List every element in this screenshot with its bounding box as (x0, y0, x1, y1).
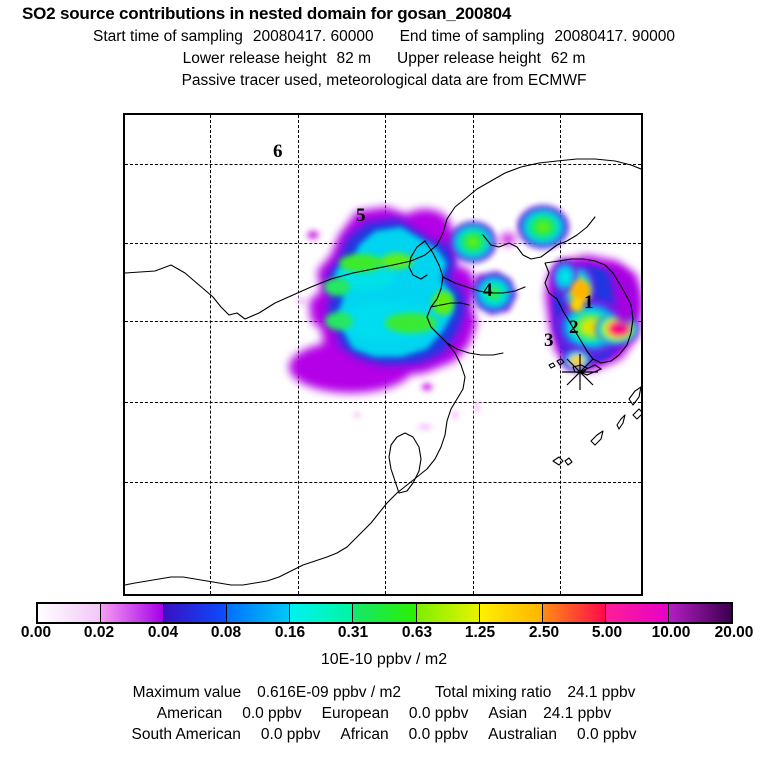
contrib-african-value: 0.0 ppbv (408, 726, 469, 743)
start-time-label: Start time of sampling (92, 28, 243, 45)
max-value-label: Maximum value (132, 684, 242, 701)
colorbar-segment (542, 604, 606, 622)
map-region-label-5: 5 (356, 205, 366, 226)
coastline-overlay (125, 158, 641, 586)
contrib-african-label: African (340, 726, 389, 743)
contrib-south-american-value: 0.0 ppbv (260, 726, 321, 743)
page-title: SO2 source contributions in nested domai… (22, 4, 512, 23)
upper-release-height-value: 62 m (550, 50, 586, 67)
colorbar-segment (227, 604, 291, 622)
map-region-label-6: 6 (273, 141, 283, 162)
colorbar-segment (101, 604, 165, 622)
colorbar-segment (353, 604, 417, 622)
map-region-label-3: 3 (544, 330, 554, 351)
colorbar-tick: 20.00 (714, 624, 754, 641)
gridline-horizontal (125, 164, 641, 165)
upper-release-height-label: Upper release height (397, 50, 541, 67)
map-inner: 6 5 4 3 2 1 (125, 115, 641, 594)
contrib-american-value: 0.0 ppbv (242, 705, 302, 722)
map-region-label-2: 2 (569, 317, 579, 338)
colorbar-tick: 0.16 (274, 624, 306, 641)
colorbar-tick: 0.00 (20, 624, 52, 641)
contrib-european-value: 0.0 ppbv (408, 705, 469, 722)
map-region-label-1: 1 (584, 292, 594, 313)
lower-release-height-value: 82 m (336, 50, 371, 67)
map-region-label-4: 4 (483, 280, 493, 301)
contrib-american-label: American (156, 705, 223, 722)
colorbar-segment (38, 604, 102, 622)
gosan-receptor-star (562, 354, 603, 390)
contrib-south-american-label: South American (131, 726, 241, 743)
footer-row-summary: Maximum value 0.616E-09 ppbv / m2 Total mi… (0, 684, 768, 702)
max-value-value: 0.616E-09 ppbv / m2 (257, 684, 402, 701)
colorbar-tick: 0.04 (147, 624, 179, 641)
colorbar-segment (479, 604, 543, 622)
start-time-value: 20080417. 60000 (252, 28, 374, 45)
footer-statistics: Maximum value 0.616E-09 ppbv / m2 Total mi… (0, 684, 768, 747)
contrib-australian-label: Australian (488, 726, 558, 743)
colorbar-tick: 0.63 (401, 624, 433, 641)
method-note: Passive tracer used, meteorological data… (181, 72, 587, 89)
colorbar-tick: 1.25 (464, 624, 496, 641)
colorbar-segment (668, 604, 732, 622)
colorbar-tick: 5.00 (591, 624, 623, 641)
total-mixing-ratio-label: Total mixing ratio (435, 684, 552, 701)
colorbar-segment (164, 604, 228, 622)
colorbar-tick: 0.31 (337, 624, 369, 641)
contrib-european-label: European (321, 705, 389, 722)
colorbar-tick: 0.08 (210, 624, 242, 641)
concentration-field (289, 205, 641, 434)
colorbar-unit-label: 10E-10 ppbv / m2 (320, 651, 448, 668)
release-height-line: Lower release height 82 m Upper release he… (0, 50, 768, 68)
header: SO2 source contributions in nested domai… (0, 0, 768, 90)
footer-row-contrib-2: South American 0.0 ppbv African 0.0 ppbv Aus… (0, 726, 768, 744)
gridline-horizontal (125, 402, 641, 403)
colorbar-tick: 10.00 (651, 624, 691, 641)
gridline-horizontal (125, 482, 641, 483)
colorbar-segment (290, 604, 354, 622)
contrib-australian-value: 0.0 ppbv (577, 726, 637, 743)
receptor-marker-layer (562, 354, 603, 390)
gridline-vertical (473, 115, 474, 594)
contrib-asian-label: Asian (488, 705, 528, 722)
colorbar-tick: 2.50 (528, 624, 560, 641)
end-time-value: 20080417. 90000 (554, 28, 676, 45)
gridline-vertical (210, 115, 211, 594)
total-mixing-ratio-value: 24.1 ppbv (567, 684, 636, 701)
map-plot-area: 6 5 4 3 2 1 (123, 113, 643, 596)
sampling-time-line: Start time of sampling 20080417. 60000 End… (0, 28, 768, 46)
end-time-label: End time of sampling (399, 28, 545, 45)
footer-row-contrib-1: American 0.0 ppbv European 0.0 ppbv Asian 24.… (0, 705, 768, 723)
colorbar-tick: 0.02 (83, 624, 115, 641)
colorbar (36, 602, 733, 624)
colorbar-tick-labels: 0.00 0.02 0.04 0.08 0.16 0.31 0.63 1.25 … (0, 624, 768, 644)
colorbar-segment (416, 604, 480, 622)
contrib-asian-value: 24.1 ppbv (543, 705, 612, 722)
lower-release-height-label: Lower release height (182, 50, 327, 67)
colorbar-segment (605, 604, 669, 622)
